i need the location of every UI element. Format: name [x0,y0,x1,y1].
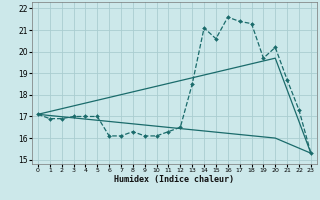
X-axis label: Humidex (Indice chaleur): Humidex (Indice chaleur) [115,175,234,184]
